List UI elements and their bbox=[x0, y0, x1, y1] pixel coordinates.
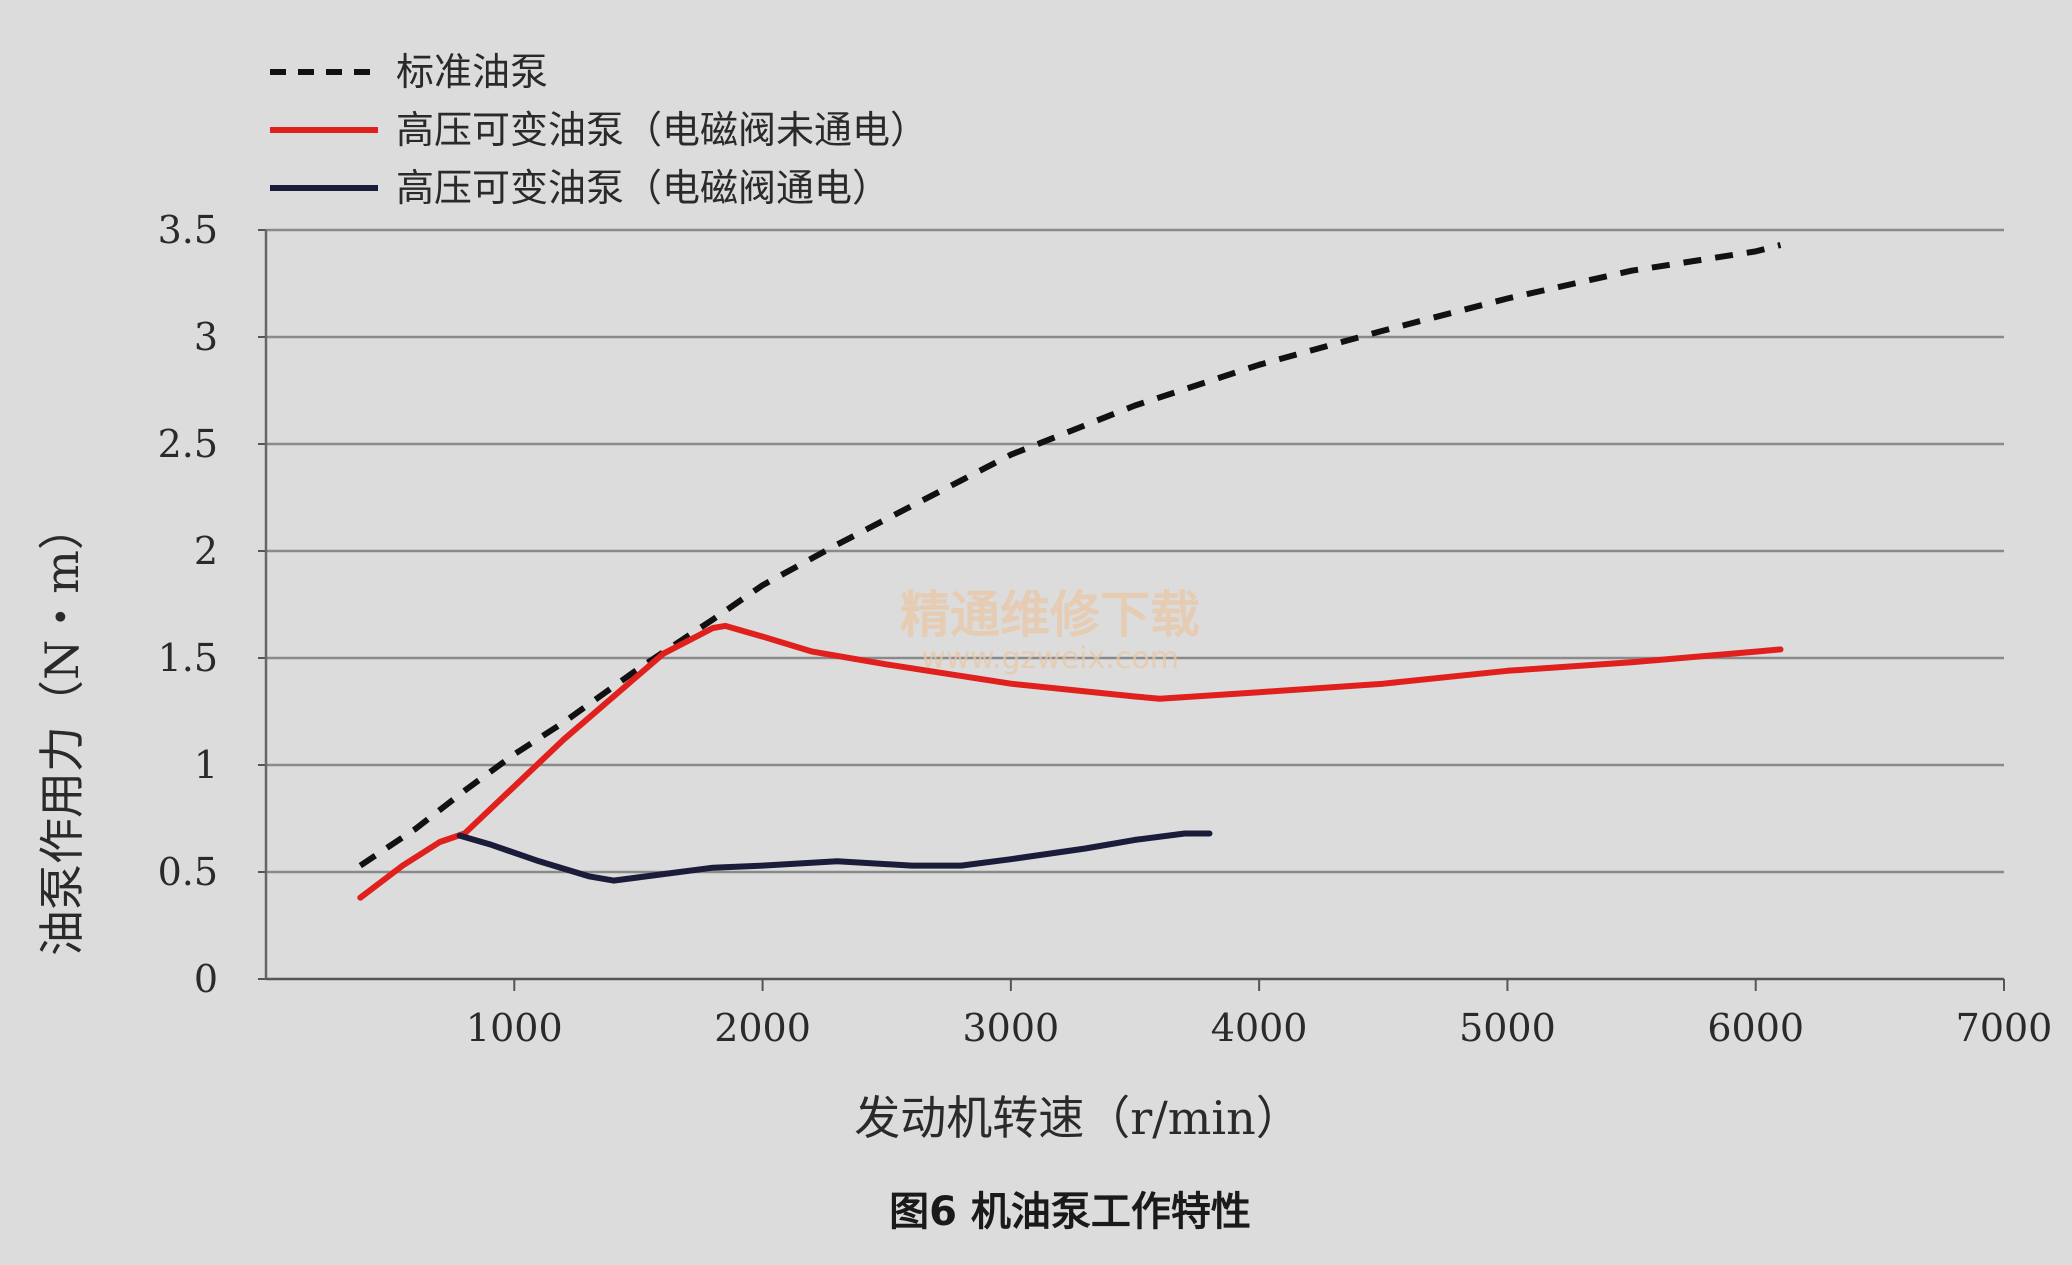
y-tick-label: 2.5 bbox=[158, 422, 218, 466]
y-tick-label: 1.5 bbox=[158, 636, 218, 680]
y-tick-label: 1 bbox=[194, 743, 218, 787]
y-axis-title: 油泵作用力（N・m） bbox=[35, 504, 89, 956]
x-axis-title: 发动机转速（r/min） bbox=[854, 1091, 1301, 1145]
x-tick-label: 4000 bbox=[1211, 1006, 1308, 1050]
gridlines bbox=[266, 228, 2004, 874]
legend-label-3: 高压可变油泵（电磁阀通电） bbox=[396, 166, 890, 210]
legend-label-1: 标准油泵 bbox=[396, 50, 548, 94]
y-tick-label: 0 bbox=[194, 957, 218, 1001]
watermark: 精通维修下载 www.gzweix.com bbox=[900, 585, 1200, 676]
series-line-3 bbox=[456, 830, 1213, 884]
axes: 0 0.5 1 1.5 2 2.5 3 3.5 1000 2000 3000 4000 5000 6000… bbox=[158, 208, 2053, 1050]
x-tick-label: 1000 bbox=[466, 1006, 563, 1050]
y-tick-label: 3 bbox=[194, 315, 218, 359]
x-tick-label: 2000 bbox=[714, 1006, 811, 1050]
series-line-1 bbox=[358, 242, 1782, 869]
series-lines bbox=[357, 242, 1784, 901]
watermark-text: 精通维修下载 bbox=[900, 585, 1200, 644]
x-tick-label: 5000 bbox=[1459, 1006, 1556, 1050]
x-tick-label: 6000 bbox=[1707, 1006, 1804, 1050]
y-tick-label: 2 bbox=[194, 529, 218, 573]
y-tick-label: 3.5 bbox=[158, 208, 218, 252]
series-line-2 bbox=[357, 622, 1784, 901]
y-tick-label: 0.5 bbox=[158, 850, 218, 894]
chart-caption: 图6 机油泵工作特性 bbox=[889, 1189, 1251, 1235]
x-tick-label: 7000 bbox=[1956, 1006, 2053, 1050]
x-tick-label: 3000 bbox=[962, 1006, 1059, 1050]
watermark-url: www.gzweix.com bbox=[921, 641, 1179, 676]
legend-label-2: 高压可变油泵（电磁阀未通电） bbox=[396, 108, 928, 152]
